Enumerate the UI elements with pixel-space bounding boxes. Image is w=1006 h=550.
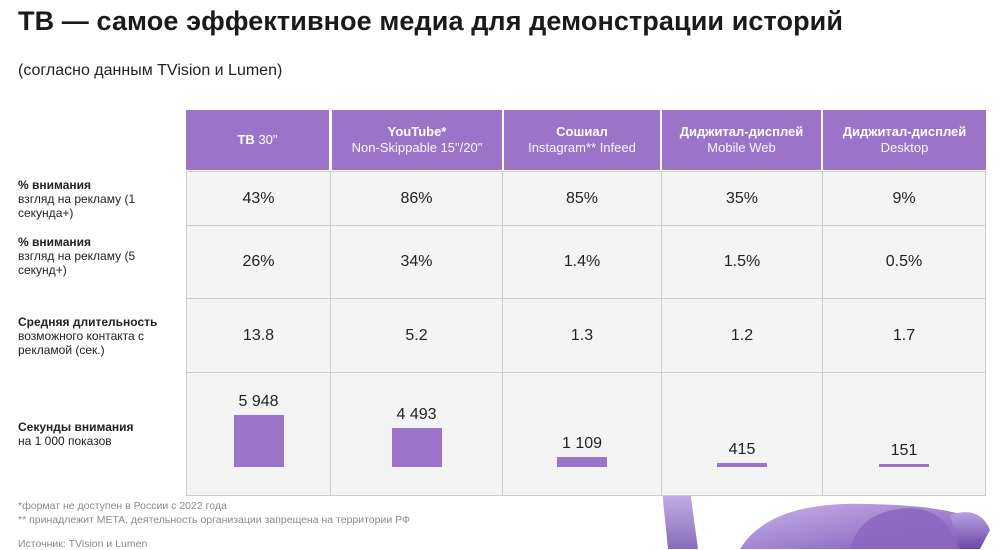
column-header-social: Сошиал Instagram** Infeed	[504, 110, 660, 170]
table-cell	[661, 372, 823, 496]
comparison-table: ТВ 30" YouTube* Non-Skippable 15"/20" Со…	[14, 110, 986, 496]
decorative-ribbon	[620, 490, 1006, 549]
bar-value-label: 5 948	[238, 393, 279, 410]
table-cell: 0.5%	[822, 225, 986, 299]
bar	[557, 457, 607, 467]
table-cell: 85%	[502, 171, 662, 226]
column-header-digital-desktop: Диджитал-дисплей Desktop	[823, 110, 986, 170]
table-cell: 9%	[822, 171, 986, 226]
row-label-attention-1s: % внимания взгляд на рекламу (1 секунда+)	[18, 178, 136, 220]
row-label-attention-5s: % внимания взгляд на рекламу (5 секунд+)	[18, 235, 136, 277]
page-title: ТВ — самое эффективное медиа для демонст…	[18, 6, 844, 36]
table-cell: 13.8	[186, 298, 331, 373]
table-cell: 34%	[330, 225, 503, 299]
table-cell: 1.7	[822, 298, 986, 373]
table-cell: 1.2	[661, 298, 823, 373]
bar-value-label: 4 493	[396, 405, 437, 423]
source-note: Источник: TVision и Lumen	[18, 538, 148, 550]
bar-value-label: 151	[890, 442, 918, 459]
bar	[879, 464, 929, 467]
table-cell	[822, 372, 986, 496]
table-cell	[502, 372, 662, 496]
table-cell: 86%	[330, 171, 503, 226]
table-cell: 35%	[661, 171, 823, 226]
footnote-2: ** принадлежит META, деятельность органи…	[18, 514, 410, 526]
column-header-digital-mobile: Диджитал-дисплей Mobile Web	[662, 110, 821, 170]
table-cell: 26%	[186, 225, 331, 299]
table-cell: 5.2	[330, 298, 503, 373]
column-header-tv: ТВ 30"	[186, 110, 329, 170]
table-cell: 1.3	[502, 298, 662, 373]
bar-value-label: 415	[728, 441, 756, 459]
bar	[391, 427, 442, 467]
row-label-attention-seconds: Секунды внимания на 1 000 показов	[18, 420, 134, 448]
bar	[233, 415, 284, 467]
footnote-1: *формат не доступен в России с 2022 года	[18, 500, 227, 512]
bar	[717, 463, 767, 467]
table-cell: 1.4%	[502, 225, 662, 299]
page-subtitle: (согласно данным TVision и Lumen)	[18, 62, 283, 79]
table-cell: 1.5%	[661, 225, 823, 299]
column-header-youtube: YouTube* Non-Skippable 15"/20"	[332, 110, 502, 170]
bar-value-label: 1 109	[561, 435, 603, 453]
table-cell: 43%	[186, 171, 331, 226]
row-label-avg-duration: Средняя длительность возможного контакта …	[18, 315, 158, 357]
